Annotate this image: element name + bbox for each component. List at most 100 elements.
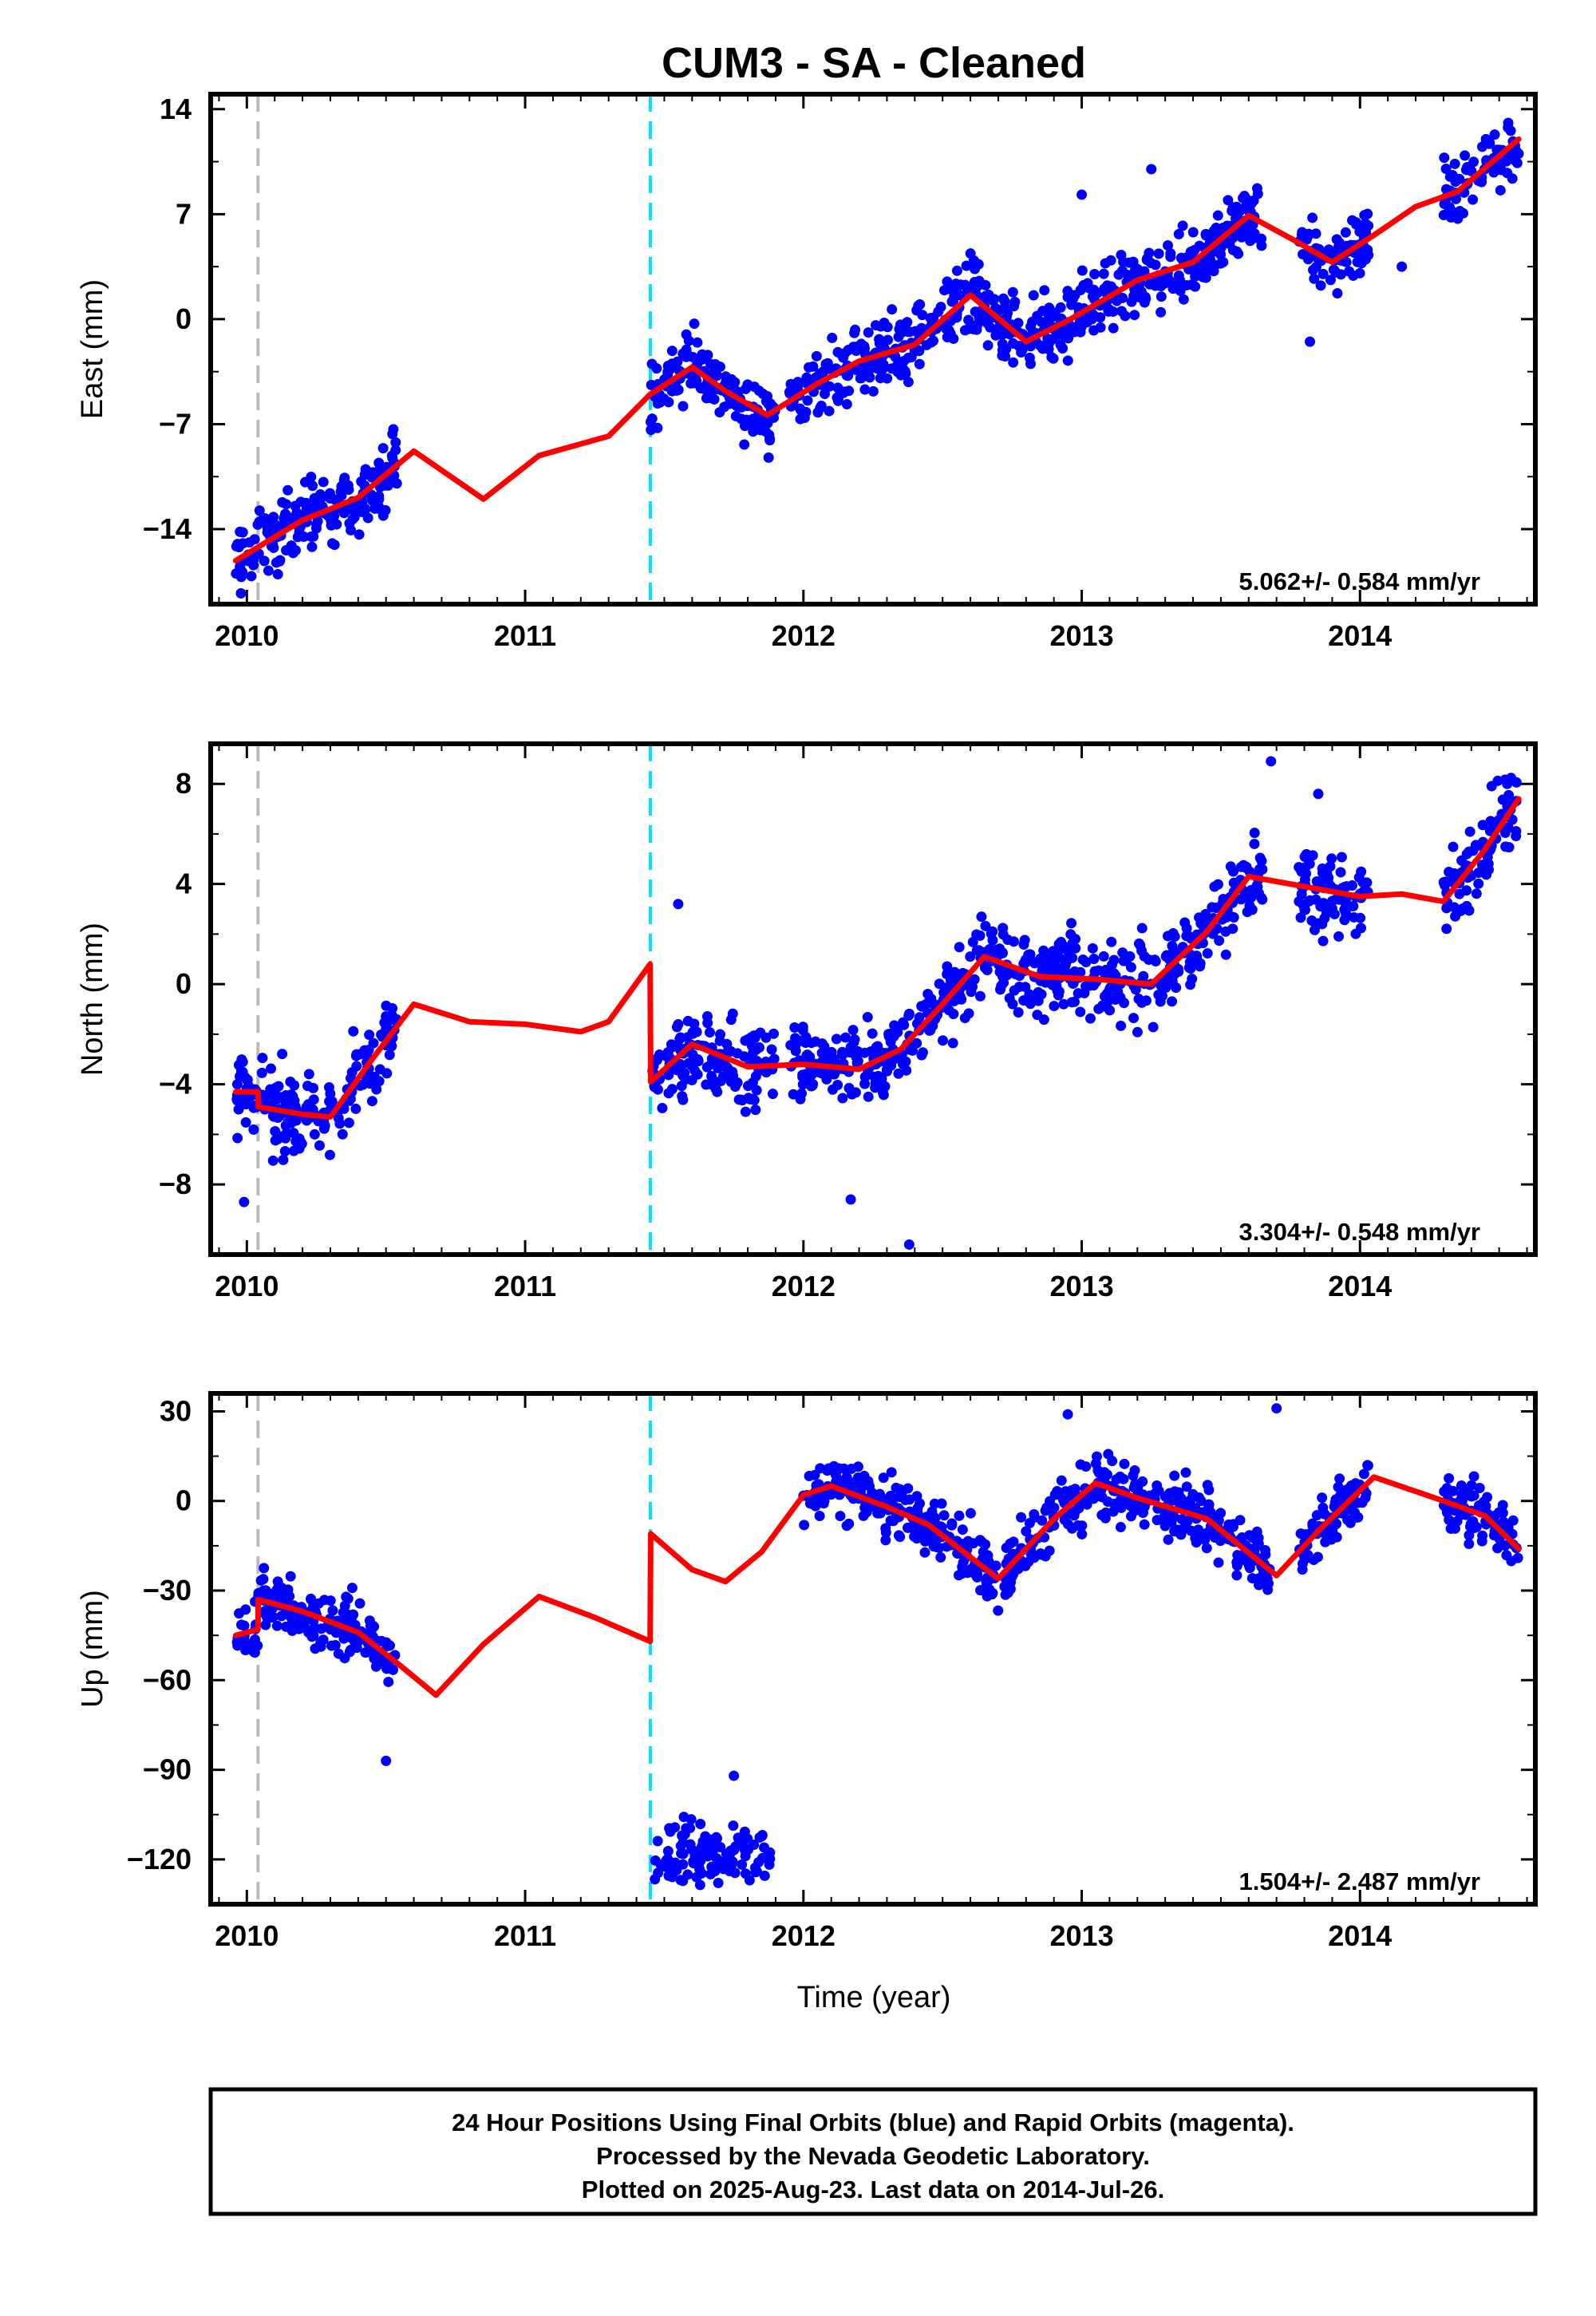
data-point <box>681 1032 693 1043</box>
data-point <box>705 1868 716 1879</box>
data-point <box>264 525 275 536</box>
data-point <box>249 1634 260 1645</box>
data-point <box>1194 1492 1205 1504</box>
data-point <box>947 1037 958 1049</box>
data-point <box>1500 841 1511 852</box>
data-point <box>948 1009 959 1020</box>
data-point <box>233 1059 244 1070</box>
data-point <box>1052 1485 1063 1496</box>
data-point <box>381 1068 393 1079</box>
data-point <box>1215 1535 1226 1547</box>
data-point <box>689 372 701 383</box>
data-point <box>1130 1478 1141 1489</box>
data-point <box>914 1012 925 1023</box>
data-point <box>1207 902 1218 913</box>
data-point <box>839 386 850 397</box>
data-point <box>1329 908 1340 919</box>
data-point <box>1243 206 1254 217</box>
data-point <box>1503 122 1514 133</box>
data-point <box>1126 296 1137 307</box>
data-point <box>935 1551 946 1563</box>
data-point <box>384 1049 395 1061</box>
data-point <box>262 1612 273 1623</box>
data-point <box>965 951 976 962</box>
data-point <box>877 341 888 352</box>
data-point <box>802 1049 813 1061</box>
data-point <box>354 1598 365 1609</box>
data-point <box>824 405 835 417</box>
data-point <box>678 348 689 359</box>
data-point <box>1220 949 1231 960</box>
data-point <box>1299 904 1310 915</box>
data-point <box>387 429 398 440</box>
data-point <box>835 1511 846 1522</box>
data-point <box>243 1080 254 1091</box>
x-tick-label: 2011 <box>494 1919 556 1952</box>
data-point <box>768 1028 779 1039</box>
rate-label: 3.304+/- 0.548 mm/yr <box>1239 1218 1480 1246</box>
data-point <box>1214 935 1225 947</box>
data-point <box>290 545 301 556</box>
data-point <box>666 346 678 357</box>
data-point <box>729 1867 741 1879</box>
data-point <box>1307 1518 1318 1529</box>
data-point <box>683 335 694 346</box>
data-point-outlier <box>845 1194 856 1205</box>
data-point <box>726 373 737 385</box>
data-point <box>1492 1543 1503 1554</box>
data-point <box>1138 970 1149 982</box>
data-point <box>1092 287 1103 298</box>
data-point <box>1227 923 1238 935</box>
data-point <box>867 385 879 397</box>
data-point <box>663 1870 674 1881</box>
data-point <box>967 936 978 947</box>
data-point <box>354 529 365 540</box>
y-tick-label: −30 <box>143 1574 192 1607</box>
data-point <box>1213 1557 1224 1568</box>
data-point <box>666 358 678 370</box>
y-tick-label: −4 <box>159 1068 192 1101</box>
data-point <box>705 392 716 403</box>
data-point <box>971 324 982 335</box>
data-point <box>1163 1534 1174 1545</box>
data-point <box>1358 1468 1369 1480</box>
data-point <box>1041 1502 1053 1513</box>
data-point <box>1297 231 1308 242</box>
data-point <box>1133 994 1144 1005</box>
data-point <box>797 1025 808 1036</box>
data-point <box>1133 938 1144 949</box>
data-point <box>1301 848 1312 860</box>
y-tick-label: 8 <box>176 767 192 800</box>
y-tick-label: −120 <box>127 1843 192 1875</box>
data-point <box>1466 1480 1477 1491</box>
data-point <box>1033 986 1044 998</box>
data-point <box>1257 894 1268 905</box>
data-point <box>1245 235 1256 247</box>
data-point <box>1210 259 1221 271</box>
data-point <box>1035 1548 1046 1559</box>
data-point <box>650 1855 661 1866</box>
data-point <box>1152 1515 1163 1526</box>
data-point <box>1189 245 1200 256</box>
data-point <box>903 1010 915 1021</box>
data-point <box>1299 1552 1310 1563</box>
data-point <box>232 1132 243 1144</box>
data-point <box>386 1041 397 1052</box>
data-point <box>254 505 265 516</box>
data-point <box>1103 1448 1114 1460</box>
data-point <box>722 1062 733 1073</box>
data-point <box>689 318 700 330</box>
data-point <box>855 373 867 384</box>
data-point <box>1350 928 1361 939</box>
data-point <box>271 1082 282 1093</box>
data-point <box>285 1571 296 1582</box>
data-point <box>1181 1481 1192 1492</box>
data-point <box>789 1022 800 1033</box>
data-point <box>1111 295 1122 306</box>
data-point <box>657 1102 668 1113</box>
data-point <box>1256 240 1267 251</box>
data-point <box>326 1640 337 1651</box>
data-point <box>1227 205 1238 216</box>
data-point <box>646 413 658 425</box>
data-point <box>990 330 1001 341</box>
